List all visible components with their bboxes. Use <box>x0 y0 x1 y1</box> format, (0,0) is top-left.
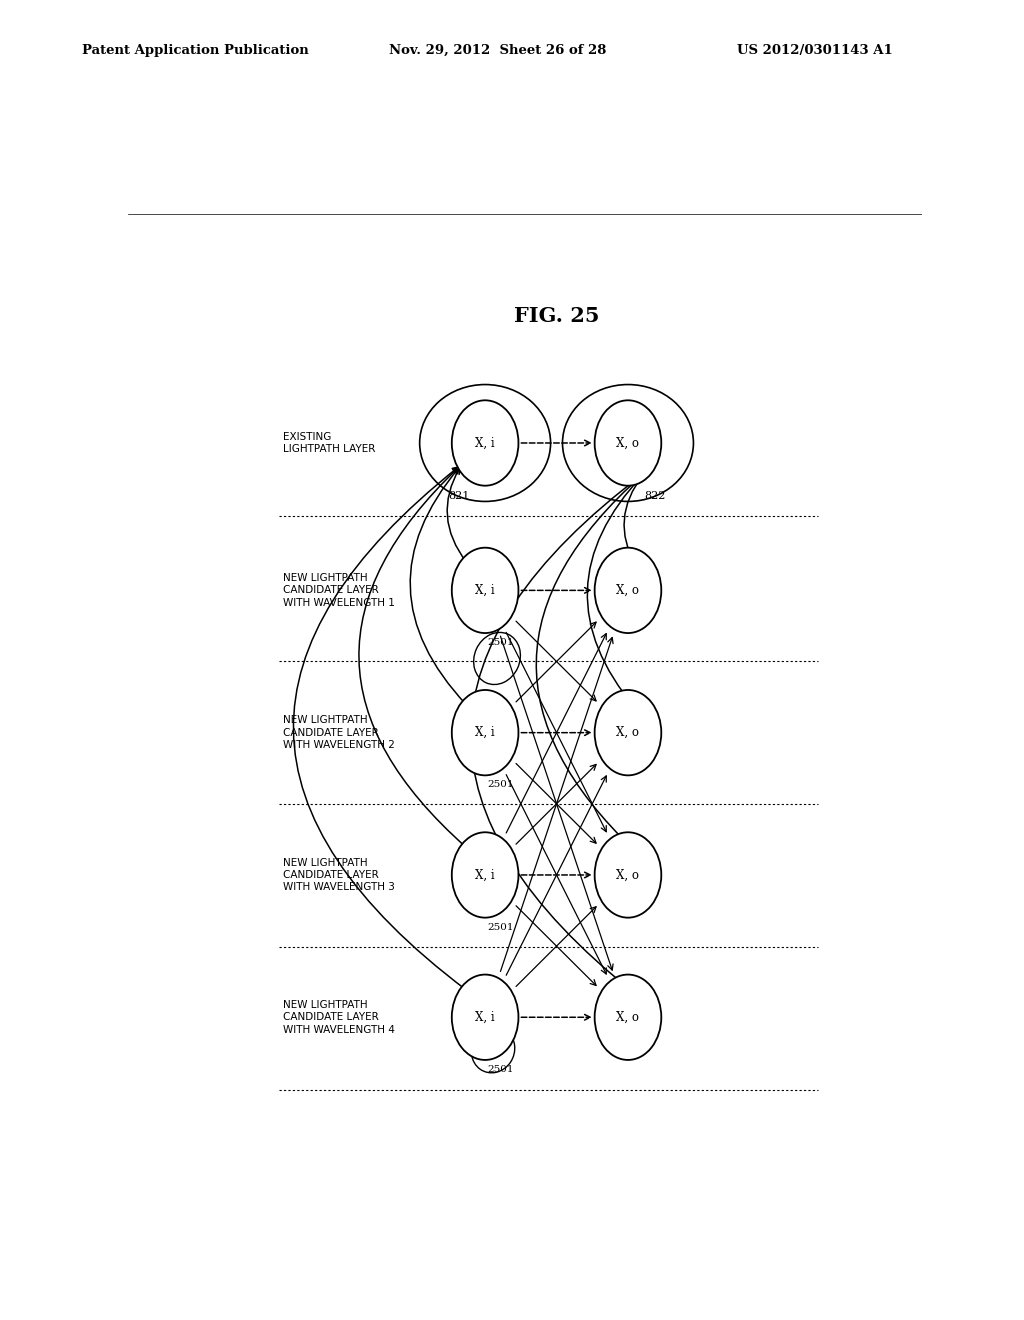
Text: 821: 821 <box>447 491 469 500</box>
Circle shape <box>452 400 518 486</box>
Circle shape <box>595 690 662 775</box>
Circle shape <box>595 400 662 486</box>
Text: 2501: 2501 <box>487 923 514 932</box>
Circle shape <box>595 833 662 917</box>
Text: X, i: X, i <box>475 583 495 597</box>
Text: X, o: X, o <box>616 1011 639 1024</box>
Circle shape <box>452 548 518 634</box>
Text: X, i: X, i <box>475 1011 495 1024</box>
Text: FIG. 25: FIG. 25 <box>514 306 599 326</box>
Text: Patent Application Publication: Patent Application Publication <box>82 44 308 57</box>
Text: NEW LIGHTPATH
CANDIDATE LAYER
WITH WAVELENGTH 4: NEW LIGHTPATH CANDIDATE LAYER WITH WAVEL… <box>283 999 394 1035</box>
Text: 2501: 2501 <box>487 780 514 789</box>
Text: X, i: X, i <box>475 726 495 739</box>
Text: NEW LIGHTPATH
CANDIDATE LAYER
WITH WAVELENGTH 2: NEW LIGHTPATH CANDIDATE LAYER WITH WAVEL… <box>283 715 394 750</box>
Text: 2501: 2501 <box>487 1065 514 1074</box>
Text: 822: 822 <box>644 491 666 500</box>
Text: NEW LIGHTPATH
CANDIDATE LAYER
WITH WAVELENGTH 3: NEW LIGHTPATH CANDIDATE LAYER WITH WAVEL… <box>283 858 394 892</box>
Text: NEW LIGHTPATH
CANDIDATE LAYER
WITH WAVELENGTH 1: NEW LIGHTPATH CANDIDATE LAYER WITH WAVEL… <box>283 573 394 607</box>
Text: X, o: X, o <box>616 437 639 450</box>
Text: X, o: X, o <box>616 583 639 597</box>
Text: X, i: X, i <box>475 437 495 450</box>
Text: 2501: 2501 <box>487 638 514 647</box>
Text: X, o: X, o <box>616 726 639 739</box>
Circle shape <box>452 690 518 775</box>
Circle shape <box>452 833 518 917</box>
Text: US 2012/0301143 A1: US 2012/0301143 A1 <box>737 44 893 57</box>
Text: X, i: X, i <box>475 869 495 882</box>
Circle shape <box>595 548 662 634</box>
Text: X, o: X, o <box>616 869 639 882</box>
Circle shape <box>452 974 518 1060</box>
Circle shape <box>595 974 662 1060</box>
Text: EXISTING
LIGHTPATH LAYER: EXISTING LIGHTPATH LAYER <box>283 432 375 454</box>
Text: Nov. 29, 2012  Sheet 26 of 28: Nov. 29, 2012 Sheet 26 of 28 <box>389 44 606 57</box>
